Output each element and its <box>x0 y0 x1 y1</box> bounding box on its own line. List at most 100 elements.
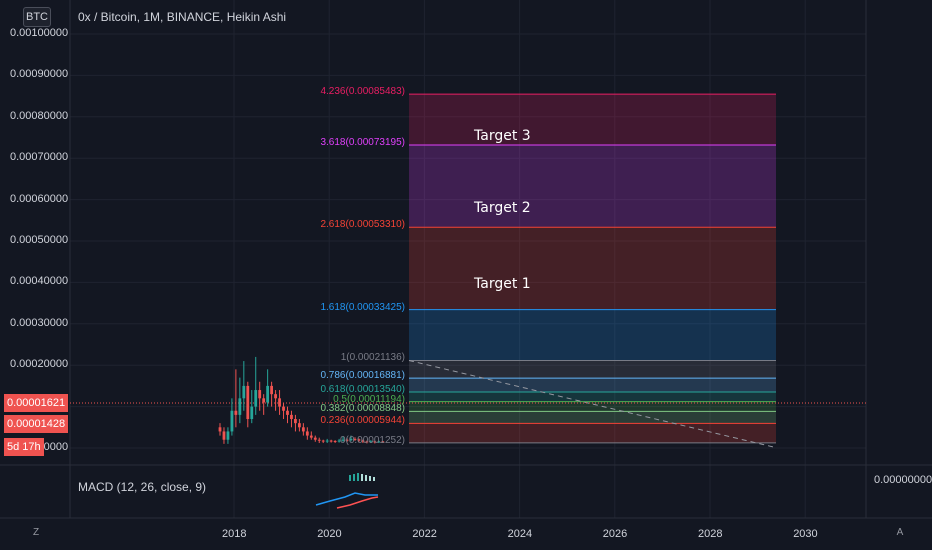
time-tick-label: 2030 <box>793 528 818 540</box>
candle-body <box>286 410 289 415</box>
macd-histogram-bar <box>349 475 351 481</box>
candle-body <box>301 427 305 432</box>
fib-zone <box>409 423 776 443</box>
candle-body <box>333 440 337 442</box>
fib-zone <box>409 94 776 145</box>
fib-zone <box>409 401 776 412</box>
fib-zone <box>409 360 776 379</box>
candle-body <box>278 398 281 407</box>
fib-zone <box>409 309 776 361</box>
fib-level-label: 3.618(0.00073195) <box>320 136 405 148</box>
candle-body <box>341 439 345 441</box>
fib-level-label: 0.5(0.00011194) <box>333 393 405 405</box>
candle-body <box>298 423 301 428</box>
time-tick-label: 2018 <box>222 528 247 540</box>
fib-level-label: 0.382(0.00008848) <box>320 403 405 415</box>
candle-body <box>226 431 230 440</box>
price-tick-label: 0.00090000 <box>10 68 69 81</box>
candle-body <box>234 410 238 415</box>
chart-title: 0x / Bitcoin, 1M, BINANCE, Heikin Ashi <box>78 10 287 24</box>
candle-body <box>270 385 274 395</box>
candle-body <box>381 441 385 443</box>
candle-body <box>282 406 285 411</box>
target-1-label: Target 1 <box>474 276 531 292</box>
macd-histogram-bar <box>365 475 367 481</box>
fib-level-label: 2.618(0.00053310) <box>320 219 405 231</box>
macd-histogram-bar <box>373 477 375 481</box>
fib-zone <box>409 391 776 402</box>
last-price-tag: 0.00001621 <box>4 394 69 412</box>
candle-body <box>337 440 341 442</box>
time-tick-label: 2024 <box>507 528 533 540</box>
candle-body <box>325 440 329 442</box>
fib-level-label: 0.786(0.00016881) <box>320 370 405 382</box>
candle-body <box>254 390 258 407</box>
candle-body <box>294 419 297 424</box>
price-tick-label: 0.00060000 <box>10 192 69 205</box>
candle-body <box>353 438 357 440</box>
macd-histogram-bar <box>369 476 371 481</box>
fib-zone <box>409 378 776 392</box>
price-tick-label: 0.00030000 <box>10 316 69 329</box>
candle-body <box>321 440 325 442</box>
symbol-badge[interactable]: BTC <box>23 7 51 27</box>
candle-body <box>230 410 234 432</box>
time-tick-label: 2028 <box>698 528 723 540</box>
candle-body <box>290 414 293 420</box>
candle-body <box>373 441 377 443</box>
price-tick-label: 0.00020000 <box>10 358 69 371</box>
candle-body <box>365 441 369 443</box>
macd-signal-line <box>336 496 379 509</box>
candle-body <box>238 398 242 415</box>
fib-level-label: 1(0.00021136) <box>340 352 405 364</box>
candle-body <box>274 394 277 399</box>
fib-level-label: 0(0.00001252) <box>339 434 405 446</box>
candle-body <box>242 385 246 399</box>
fib-zone <box>409 227 776 310</box>
fib-level-label: 1.618(0.00033425) <box>320 301 405 313</box>
auto-scale-button[interactable]: A <box>896 527 904 538</box>
candle-body <box>262 398 266 403</box>
macd-histogram-bar <box>357 473 359 481</box>
candle-body <box>250 406 254 420</box>
fib-zone <box>409 411 776 424</box>
candle-body <box>313 437 317 440</box>
time-tick-label: 2022 <box>412 528 437 540</box>
second-price-tag: 0.00001428 <box>4 415 69 433</box>
fib-zone <box>409 144 776 228</box>
price-tick-label: 0.00100000 <box>10 27 69 39</box>
countdown-tag: 5d 17h <box>4 438 44 456</box>
candle-body <box>357 439 361 441</box>
price-tick-label: 0.00050000 <box>10 234 69 246</box>
candle-body <box>369 441 373 443</box>
fib-level-label: 4.236(0.00085483) <box>320 86 405 98</box>
candle-body <box>305 431 309 436</box>
candle-body <box>329 440 333 442</box>
candle-body <box>222 431 226 440</box>
candle-body <box>361 440 365 442</box>
candle-body <box>258 390 262 399</box>
candle-body <box>317 439 321 441</box>
target-3-label: Target 3 <box>474 128 531 144</box>
fib-level-label: 0.618(0.00013540) <box>320 383 405 395</box>
macd-histogram-bar <box>361 474 363 481</box>
candle-body <box>266 385 270 403</box>
candle-body <box>246 385 250 420</box>
candle-body <box>377 441 381 443</box>
price-tick-label: 0.00070000 <box>10 151 69 164</box>
time-tick-label: 2026 <box>602 528 628 540</box>
macd-line <box>315 492 378 506</box>
price-tick-label: 0.00040000 <box>10 275 69 288</box>
time-tick-label: 2020 <box>317 528 342 540</box>
candle-body <box>349 438 353 441</box>
log-scale-button[interactable]: Z <box>32 527 40 538</box>
macd-value: 0.00000000 <box>874 474 932 486</box>
candle-body <box>218 427 222 432</box>
price-tick-label: 0.00080000 <box>10 109 69 122</box>
target-2-label: Target 2 <box>474 200 531 216</box>
macd-histogram-bar <box>353 474 355 481</box>
fib-level-label: 0.236(0.00005944) <box>320 415 405 427</box>
candle-body <box>345 439 349 441</box>
macd-label[interactable]: MACD (12, 26, close, 9) <box>78 480 207 494</box>
